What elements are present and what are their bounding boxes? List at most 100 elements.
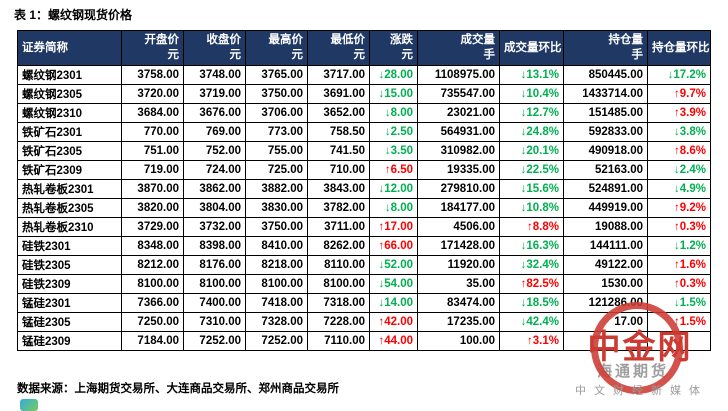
table-row: 硅铁2309 8100.00 8100.00 8100.00 8100.00 ↓54.00…	[17, 274, 711, 294]
cell-oi: 449919.00	[563, 198, 648, 218]
cell-name: 硅铁2309	[17, 274, 122, 294]
header-row: 证券简称 开盘价元收盘价元最高价元最低价元涨跌元成交量手成交量环比 持仓量手持仓量环…	[17, 30, 711, 66]
cell-change: ↓2.50	[369, 122, 418, 142]
col-header-open: 开盘价元	[121, 30, 184, 66]
cell-oi: 121286.00	[563, 293, 648, 313]
cell-volume: 4506.00	[417, 217, 500, 237]
cell-low: 3782.00	[307, 198, 370, 218]
col-header-volume_mom: 成交量环比	[499, 30, 564, 66]
cell-oi_mom: ↓4.9%	[647, 179, 711, 199]
cell-close: 769.00	[183, 122, 246, 142]
cell-name: 螺纹钢2305	[17, 84, 122, 104]
cell-oi_mom: ↑1.5%	[647, 312, 711, 332]
cell-volume: 100.00	[417, 331, 500, 351]
cell-oi	[563, 331, 648, 351]
cell-oi_mom: ↑9.7%	[647, 84, 711, 104]
cell-oi: 19088.00	[563, 217, 648, 237]
cell-close: 7310.00	[183, 312, 246, 332]
cell-change: ↓54.00	[369, 274, 418, 294]
haitong-watermark-text: 海通期货	[597, 363, 670, 380]
cell-volume: 19335.00	[417, 160, 500, 180]
table-row: 螺纹钢2305 3720.00 3719.00 3750.00 3691.00 ↓15.0…	[17, 84, 711, 104]
cell-close: 3748.00	[183, 65, 246, 85]
cell-volume: 564931.00	[417, 122, 500, 142]
watermark-tagline: 中文财经新媒体	[575, 385, 708, 397]
cell-volume_mom: ↓13.1%	[499, 65, 564, 85]
cell-high: 773.00	[245, 122, 308, 142]
cell-volume: 1108975.00	[417, 65, 500, 85]
cell-volume_mom: ↓15.6%	[499, 179, 564, 199]
cell-change: ↑6.50	[369, 160, 418, 180]
cell-low: 710.00	[307, 160, 370, 180]
table-row: 热轧卷板2310 3729.00 3732.00 3750.00 3711.00 ↑17.…	[17, 217, 711, 237]
table-row: 螺纹钢2310 3684.00 3676.00 3706.00 3652.00 ↓8.00…	[17, 103, 711, 123]
cell-close: 752.00	[183, 141, 246, 161]
cell-volume: 23021.00	[417, 103, 500, 123]
col-header-low: 最低价元	[307, 30, 370, 66]
cell-name: 热轧卷板2310	[17, 217, 122, 237]
cell-volume_mom: ↑82.5%	[499, 274, 564, 294]
table-row: 铁矿石2309 719.00 724.00 725.00 710.00 ↑6.50 1933…	[17, 160, 711, 180]
cell-high: 8410.00	[245, 236, 308, 256]
cell-open: 3720.00	[121, 84, 184, 104]
cell-volume: 11920.00	[417, 255, 500, 275]
cell-low: 8262.00	[307, 236, 370, 256]
col-header-high: 最高价元	[245, 30, 308, 66]
table-row: 锰硅2309 7184.00 7252.00 7252.00 7110.00 ↑44.00…	[17, 331, 711, 351]
cell-volume_mom: ↑8.8%	[499, 217, 564, 237]
cell-low: 3717.00	[307, 65, 370, 85]
cell-change: ↓3.50	[369, 141, 418, 161]
cell-high: 8100.00	[245, 274, 308, 294]
cell-low: 8110.00	[307, 255, 370, 275]
cell-volume_mom: ↓10.4%	[499, 84, 564, 104]
futures-price-table: 证券简称 开盘价元收盘价元最高价元最低价元涨跌元成交量手成交量环比 持仓量手持仓量环…	[17, 30, 711, 351]
cell-volume_mom: ↓18.5%	[499, 293, 564, 313]
cell-open: 3870.00	[121, 179, 184, 199]
cell-volume_mom: ↓10.8%	[499, 198, 564, 218]
data-source: 数据来源：上海期货交易所、大连商品交易所、郑州商品交易所	[17, 383, 339, 395]
cell-name: 锰硅2301	[17, 293, 122, 313]
cell-high: 3706.00	[245, 103, 308, 123]
cell-open: 8348.00	[121, 236, 184, 256]
cell-name: 硅铁2301	[17, 236, 122, 256]
cell-high: 3750.00	[245, 84, 308, 104]
cell-name: 硅铁2305	[17, 255, 122, 275]
cell-name: 热轧卷板2301	[17, 179, 122, 199]
cell-oi: 17.00	[563, 312, 648, 332]
cell-oi: 151485.00	[563, 103, 648, 123]
table-row: 铁矿石2305 751.00 752.00 755.00 741.50 ↓3.50 3109…	[17, 141, 711, 161]
cell-low: 741.50	[307, 141, 370, 161]
cell-open: 8212.00	[121, 255, 184, 275]
cell-close: 3676.00	[183, 103, 246, 123]
cell-close: 3732.00	[183, 217, 246, 237]
cell-name: 螺纹钢2310	[17, 103, 122, 123]
table-row: 螺纹钢2301 3758.00 3748.00 3765.00 3717.00 ↓28.0…	[17, 65, 711, 85]
cell-low: 7110.00	[307, 331, 370, 351]
cell-oi_mom: ↑1.6%	[647, 255, 711, 275]
cell-change: ↑66.00	[369, 236, 418, 256]
cell-oi_mom: ↓1.2%	[647, 236, 711, 256]
cell-name: 锰硅2305	[17, 312, 122, 332]
cell-oi_mom: ↑0.3%	[647, 217, 711, 237]
table-row: 硅铁2305 8212.00 8176.00 8218.00 8110.00 ↓52.00…	[17, 255, 711, 275]
cell-change: ↑42.00	[369, 312, 418, 332]
app-logo-icon	[20, 399, 38, 411]
cell-oi_mom: ↑3.9%	[647, 103, 711, 123]
cell-oi: 490918.00	[563, 141, 648, 161]
cell-close: 724.00	[183, 160, 246, 180]
cell-volume_mom: ↑3.1%	[499, 331, 564, 351]
cell-change: ↓8.00	[369, 198, 418, 218]
cell-change: ↓15.00	[369, 84, 418, 104]
table-header: 证券简称 开盘价元收盘价元最高价元最低价元涨跌元成交量手成交量环比 持仓量手持仓量环…	[17, 30, 711, 66]
cell-change: ↑44.00	[369, 331, 418, 351]
cell-low: 758.50	[307, 122, 370, 142]
cell-high: 755.00	[245, 141, 308, 161]
cell-volume_mom: ↓32.4%	[499, 255, 564, 275]
cell-name: 热轧卷板2305	[17, 198, 122, 218]
cell-change: ↓8.00	[369, 103, 418, 123]
cell-high: 7252.00	[245, 331, 308, 351]
cell-open: 8100.00	[121, 274, 184, 294]
table-row: 硅铁2301 8348.00 8398.00 8410.00 8262.00 ↑66.00…	[17, 236, 711, 256]
cell-change: ↓12.00	[369, 179, 418, 199]
